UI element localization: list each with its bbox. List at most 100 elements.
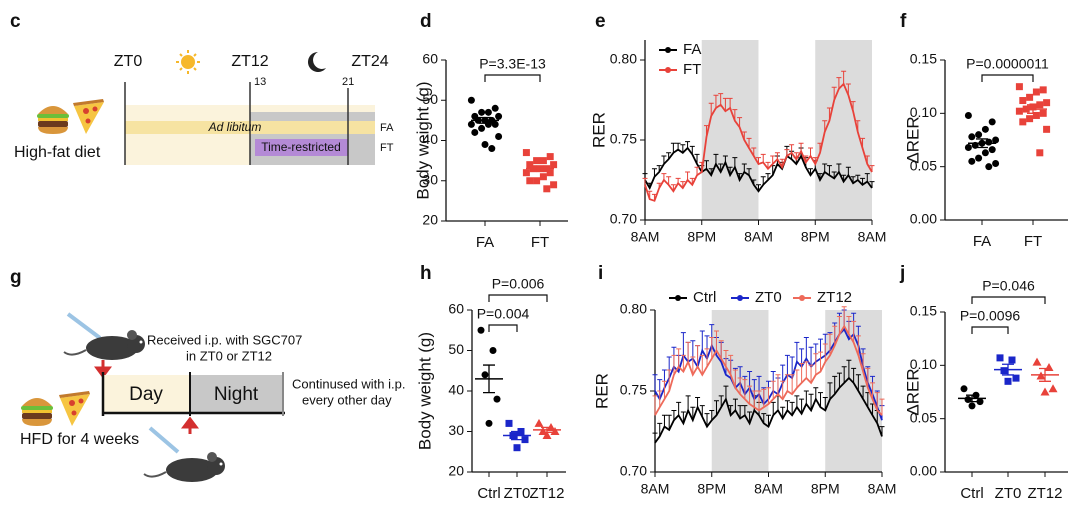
error-bar (747, 385, 753, 404)
point (550, 181, 558, 189)
panel-label: h (420, 263, 432, 284)
y-tick-label: 0.00 (910, 211, 937, 227)
legend-marker (737, 295, 743, 301)
y-axis-label: ΔRER (903, 368, 922, 415)
error-bar (865, 367, 871, 388)
error-bar (704, 413, 710, 427)
legend-label: ZT0 (755, 289, 782, 306)
x-tick-label: FA (973, 233, 991, 250)
x-tick-label: 8PM (811, 481, 840, 497)
bracket (488, 294, 548, 302)
error-bar (846, 315, 852, 335)
injection-text: Received i.p. with SGC707 (147, 332, 302, 347)
sem-bar (479, 116, 491, 124)
point (1032, 357, 1042, 366)
error-bar (685, 341, 691, 362)
error-bar (680, 332, 686, 356)
bracket (981, 74, 1034, 82)
schematic-c: c ZT0 ZT12 ZT24 13 21 Ad libitum Time-re… (10, 11, 394, 165)
legend-marker (799, 295, 805, 301)
point (539, 173, 547, 181)
point (513, 444, 521, 452)
error-bar (832, 375, 838, 395)
point (1012, 374, 1020, 382)
point (992, 136, 1000, 144)
y-axis-label: Body weight (g) (413, 81, 432, 199)
y-tick-label: 60 (422, 51, 438, 67)
panel-label: d (420, 11, 432, 32)
error-bar (713, 330, 719, 351)
error-bar (666, 176, 672, 185)
diet-label: High-fat diet (14, 144, 101, 161)
x-tick-label: 8AM (868, 481, 897, 497)
point (533, 177, 541, 185)
panel-label: i (598, 263, 603, 284)
error-bar (756, 390, 762, 411)
x-tick-label: FA (476, 234, 494, 251)
y-axis-label: RER (592, 373, 611, 409)
error-bar (728, 354, 734, 375)
point (1039, 86, 1047, 94)
y-axis-label: Body weight (g) (415, 332, 434, 450)
x-tick-label: 8PM (687, 229, 716, 245)
x-tick-label: 8AM (744, 229, 773, 245)
y-tick-label: 0.80 (610, 51, 637, 67)
x-tick-label: 8AM (641, 481, 670, 497)
error-bar (652, 374, 658, 391)
error-bar (666, 414, 672, 430)
point (964, 143, 972, 151)
schematic-g: g Received i.p. with SGC707 in ZT0 or ZT… (10, 267, 405, 483)
pizza-icon (59, 391, 90, 426)
panel-label: c (10, 11, 21, 32)
burger-icon (37, 106, 69, 134)
error-bar (803, 390, 809, 404)
error-bar (737, 117, 743, 128)
hour-mark: 13 (254, 76, 266, 88)
point (1040, 387, 1050, 396)
error-bar (780, 406, 786, 419)
point (968, 157, 976, 165)
point (467, 120, 475, 128)
point (985, 163, 993, 171)
point (976, 398, 984, 406)
point (546, 169, 554, 177)
series-line (654, 324, 883, 416)
error-bar (671, 409, 677, 421)
error-bar (803, 337, 809, 359)
point (481, 141, 489, 149)
time-restricted-bar (255, 139, 348, 156)
point (988, 118, 996, 126)
point (484, 120, 492, 128)
point (550, 161, 558, 169)
error-bar (661, 380, 667, 400)
point (478, 124, 486, 132)
error-bar (676, 348, 682, 367)
error-bar (695, 345, 701, 367)
legend-marker (665, 47, 671, 53)
point (992, 159, 1000, 167)
error-bar (732, 369, 738, 388)
point (521, 436, 529, 444)
error-bar (670, 142, 676, 153)
y-tick-label: 0.10 (910, 104, 937, 120)
point (981, 125, 989, 133)
legend-label: ZT12 (817, 289, 852, 306)
legend-label: FT (683, 61, 701, 78)
error-bar (864, 173, 870, 182)
error-bar (722, 97, 728, 112)
point (1019, 118, 1027, 126)
legend-marker (675, 295, 681, 301)
x-tick-label: 8PM (697, 481, 726, 497)
error-bar (780, 380, 786, 400)
night-shading (701, 40, 759, 220)
y-tick-label: 20 (422, 212, 438, 228)
continued-text: Continused with i.p. (292, 376, 405, 391)
x-tick-label: ZT12 (1027, 485, 1062, 502)
sem-bar (966, 394, 978, 403)
burger-icon (21, 398, 53, 426)
error-bar (832, 325, 838, 346)
point (495, 112, 503, 120)
point (550, 427, 560, 435)
sem-bar (1039, 367, 1051, 382)
error-bar (652, 395, 658, 416)
